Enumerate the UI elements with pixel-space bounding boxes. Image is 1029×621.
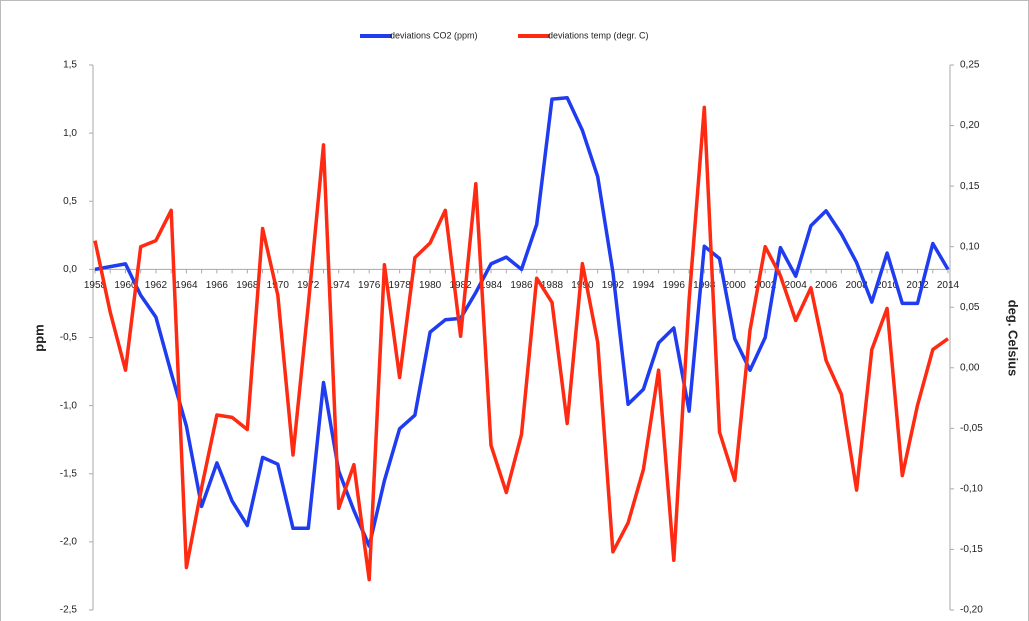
series-line [93, 105, 950, 582]
y-tick-label: 1,0 [63, 128, 77, 139]
y-tick-label: -2,0 [60, 537, 78, 548]
x-tick-label: 1958 [84, 280, 107, 291]
x-tick-label: 2008 [845, 280, 868, 291]
y2-tick-label: 0,00 [960, 362, 980, 373]
legend-label: deviations temp (degr. C) [548, 30, 649, 40]
x-tick-label: 2002 [754, 280, 777, 291]
x-tick-label: 1966 [206, 280, 229, 291]
x-tick-label: 1994 [632, 280, 655, 291]
x-tick-label: 2014 [937, 280, 960, 291]
y2-tick-label: 0,25 [960, 60, 980, 71]
x-tick-label: 1990 [571, 280, 594, 291]
y2-tick-label: -0,10 [960, 484, 983, 495]
x-tick-label: 1998 [693, 280, 716, 291]
y-tick-label: 0,0 [63, 264, 77, 275]
x-tick-label: 1984 [480, 280, 503, 291]
x-tick-label: 2006 [815, 280, 838, 291]
y2-tick-label: 0,20 [960, 120, 980, 131]
y2-tick-label: -0,15 [960, 544, 983, 555]
x-tick-label: 1988 [541, 280, 564, 291]
x-tick-label: 1978 [389, 280, 412, 291]
x-tick-label: 2004 [785, 280, 808, 291]
x-tick-label: 1986 [510, 280, 533, 291]
x-tick-label: 1964 [175, 280, 198, 291]
x-tick-label: 1982 [449, 280, 472, 291]
x-tick-label: 2012 [906, 280, 929, 291]
x-tick-label: 1962 [145, 280, 168, 291]
y2-tick-label: 0,15 [960, 181, 980, 192]
legend-label: deviations CO2 (ppm) [390, 30, 478, 40]
y2-axis-label: deg. Celsius [1006, 300, 1021, 377]
x-tick-label: 1974 [328, 280, 351, 291]
series-line [94, 95, 950, 548]
y-tick-label: 1,5 [63, 60, 77, 71]
x-tick-label: 1970 [267, 280, 290, 291]
x-tick-label: 1976 [358, 280, 381, 291]
y2-tick-label: -0,05 [960, 423, 983, 434]
x-tick-label: 1968 [236, 280, 259, 291]
x-tick-label: 1980 [419, 280, 442, 291]
x-tick-label: 1996 [663, 280, 686, 291]
y2-tick-label: -0,20 [960, 605, 983, 616]
x-tick-label: 2000 [724, 280, 747, 291]
y-axis-label: ppm [31, 324, 46, 351]
y2-tick-label: 0,05 [960, 302, 980, 313]
x-tick-label: 1960 [114, 280, 137, 291]
y-tick-label: -1,5 [60, 468, 78, 479]
y2-tick-label: 0,10 [960, 241, 980, 252]
y-tick-label: -0,5 [60, 332, 78, 343]
y-tick-label: -2,5 [60, 605, 78, 616]
y-tick-label: -1,0 [60, 400, 78, 411]
y-tick-label: 0,5 [63, 196, 77, 207]
x-tick-label: 2010 [876, 280, 899, 291]
